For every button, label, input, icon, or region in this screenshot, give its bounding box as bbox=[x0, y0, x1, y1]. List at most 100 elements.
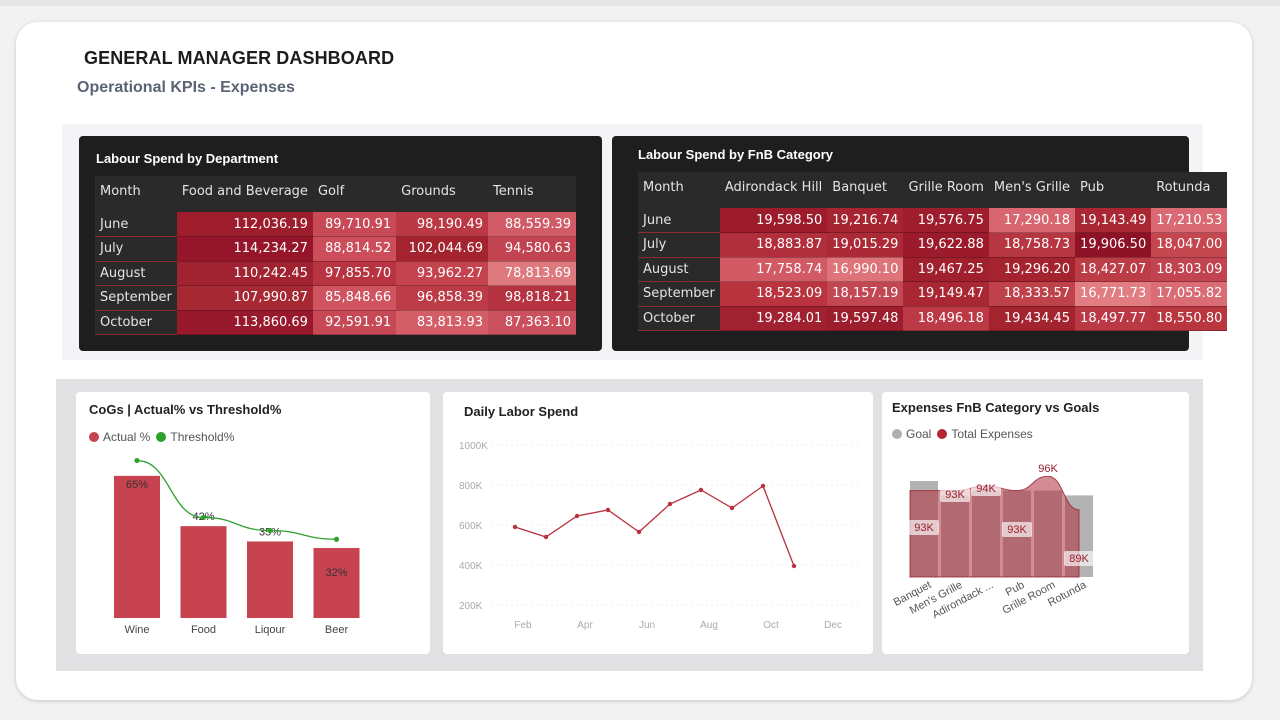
value-cell: 17,210.53 bbox=[1151, 208, 1228, 233]
cogs-data-label: 32% bbox=[325, 567, 347, 579]
value-cell: 16,990.10 bbox=[827, 257, 904, 282]
value-cell: 18,523.09 bbox=[719, 281, 828, 307]
data-label-bg bbox=[1002, 522, 1032, 537]
labor-point bbox=[698, 487, 704, 493]
column-header[interactable]: Rotunda bbox=[1151, 172, 1228, 202]
value-cell: 17,290.18 bbox=[988, 208, 1076, 233]
value-cell: 19,149.47 bbox=[903, 281, 989, 307]
column-header[interactable]: Tennis bbox=[488, 176, 576, 206]
total-expenses-legend-label: Total Expenses bbox=[951, 427, 1033, 441]
y-tick-label: 400K bbox=[459, 561, 483, 572]
value-cell: 19,598.50 bbox=[719, 208, 828, 233]
data-label-bg bbox=[1064, 551, 1094, 566]
cogs-data-label: 65% bbox=[126, 479, 148, 491]
column-header[interactable]: Golf bbox=[312, 176, 397, 206]
y-tick-label: 800K bbox=[459, 481, 483, 492]
expenses-legend: Goal Total Expenses bbox=[892, 427, 1033, 441]
column-header[interactable]: Men's Grille bbox=[988, 172, 1076, 202]
x-tick-label: Apr bbox=[577, 620, 593, 631]
table-row[interactable]: July 114,234.27 88,814.52 102,044.69 94,580.… bbox=[95, 236, 576, 262]
value-cell: 18,550.80 bbox=[1151, 306, 1228, 331]
column-header[interactable]: Adirondack Hill bbox=[719, 172, 828, 202]
value-cell: 98,818.21 bbox=[488, 285, 576, 311]
column-header[interactable]: Month bbox=[638, 172, 720, 202]
month-cell: June bbox=[95, 212, 177, 237]
labour-by-fnb-table[interactable]: Month Adirondack Hill Banquet Grille Room Me… bbox=[638, 172, 1228, 331]
column-header[interactable]: Grille Room bbox=[903, 172, 989, 202]
value-cell: 19,622.88 bbox=[903, 232, 989, 258]
table-row[interactable]: August 110,242.45 97,855.70 93,962.27 78,813… bbox=[95, 261, 576, 286]
value-cell: 18,157.19 bbox=[827, 281, 904, 307]
value-cell: 107,990.87 bbox=[176, 285, 313, 311]
labor-point bbox=[543, 534, 549, 540]
table-row[interactable]: June 19,598.50 19,216.74 19,576.75 17,290.18… bbox=[638, 208, 1228, 233]
table-row[interactable]: July 18,883.87 19,015.29 19,622.88 18,758.73… bbox=[638, 232, 1228, 258]
table-row[interactable]: August 17,758.74 16,990.10 19,467.25 19,296.… bbox=[638, 257, 1228, 282]
y-tick-label: 1000K bbox=[459, 441, 488, 452]
actual-legend-marker bbox=[89, 432, 99, 442]
table-row[interactable]: June 112,036.19 89,710.91 98,190.49 88,559.3… bbox=[95, 212, 576, 237]
value-cell: 85,848.66 bbox=[312, 285, 397, 311]
page-title: GENERAL MANAGER DASHBOARD bbox=[84, 48, 395, 68]
y-tick-label: 200K bbox=[459, 601, 483, 612]
expenses-vs-goals-card[interactable]: Expenses FnB Category vs Goals Goal Tota… bbox=[882, 392, 1189, 654]
labor-point bbox=[760, 483, 766, 489]
table-row[interactable]: October 19,284.01 19,597.48 18,496.18 19,434… bbox=[638, 306, 1228, 331]
data-label-bg bbox=[971, 481, 1001, 496]
labour-by-department-panel[interactable]: Labour Spend by Department Month Food and… bbox=[79, 136, 602, 351]
threshold-legend-label: Threshold% bbox=[170, 430, 235, 444]
table-row[interactable]: September 107,990.87 85,848.66 96,858.39 98,… bbox=[95, 285, 576, 311]
labor-point bbox=[605, 507, 611, 513]
value-cell: 19,296.20 bbox=[988, 257, 1076, 282]
value-cell: 19,434.45 bbox=[988, 306, 1076, 331]
daily-labor-title: Daily Labor Spend bbox=[464, 404, 579, 419]
month-cell: October bbox=[95, 310, 177, 335]
cogs-bar bbox=[180, 526, 227, 618]
data-label-bg bbox=[909, 520, 939, 535]
actual-legend-label: Actual % bbox=[103, 430, 151, 444]
value-cell: 19,216.74 bbox=[827, 208, 904, 233]
labor-point bbox=[636, 529, 642, 535]
month-cell: July bbox=[638, 232, 720, 258]
cogs-bar bbox=[247, 541, 293, 618]
cogs-chart-card[interactable]: CoGs | Actual% vs Threshold% Actual % Th… bbox=[76, 392, 430, 654]
value-cell: 110,242.45 bbox=[176, 261, 313, 286]
labour-by-fnb-title: Labour Spend by FnB Category bbox=[638, 147, 834, 162]
value-cell: 19,015.29 bbox=[827, 232, 904, 258]
month-cell: October bbox=[638, 306, 720, 331]
column-header[interactable]: Pub bbox=[1075, 172, 1152, 202]
daily-labor-chart: 200K 400K 600K 800K 1000K Feb Apr Jun Aug Oct Dec bbox=[459, 441, 861, 631]
value-cell: 19,576.75 bbox=[903, 208, 989, 233]
column-header[interactable]: Banquet bbox=[827, 172, 904, 202]
value-cell: 18,758.73 bbox=[988, 232, 1076, 258]
top-bar bbox=[0, 0, 1280, 6]
data-label-bg bbox=[940, 487, 970, 502]
total-expenses-data-label: 89K bbox=[1069, 553, 1089, 565]
value-cell: 19,143.49 bbox=[1075, 208, 1152, 233]
data-label-bg bbox=[1033, 461, 1063, 476]
value-cell: 87,363.10 bbox=[488, 310, 576, 335]
value-cell: 19,467.25 bbox=[903, 257, 989, 282]
threshold-line bbox=[136, 459, 337, 540]
value-cell: 18,496.18 bbox=[903, 306, 989, 331]
month-cell: August bbox=[95, 261, 177, 286]
labor-point bbox=[512, 524, 518, 530]
column-header[interactable]: Grounds bbox=[396, 176, 489, 206]
labour-by-department-table[interactable]: Month Food and Beverage Golf Grounds Tennis … bbox=[95, 176, 576, 335]
value-cell: 96,858.39 bbox=[396, 285, 489, 311]
table-row[interactable]: September 18,523.09 18,157.19 19,149.47 18,3… bbox=[638, 281, 1228, 307]
table-row[interactable]: October 113,860.69 92,591.91 83,813.93 87,36… bbox=[95, 310, 576, 335]
x-tick-label: Oct bbox=[763, 620, 779, 631]
month-cell: September bbox=[95, 285, 177, 311]
goal-legend-marker bbox=[892, 429, 902, 439]
daily-labor-card[interactable]: Daily Labor Spend 200K 400K 600K 800K 1000K F… bbox=[443, 392, 873, 654]
column-header[interactable]: Food and Beverage bbox=[176, 176, 313, 206]
column-header[interactable]: Month bbox=[95, 176, 177, 206]
labour-by-fnb-panel[interactable]: Labour Spend by FnB Category Month Adiron… bbox=[612, 136, 1228, 351]
labor-point bbox=[791, 563, 797, 569]
y-tick-label: 600K bbox=[459, 521, 483, 532]
value-cell: 89,710.91 bbox=[312, 212, 397, 237]
value-cell: 18,333.57 bbox=[988, 281, 1076, 307]
value-cell: 19,597.48 bbox=[827, 306, 904, 331]
